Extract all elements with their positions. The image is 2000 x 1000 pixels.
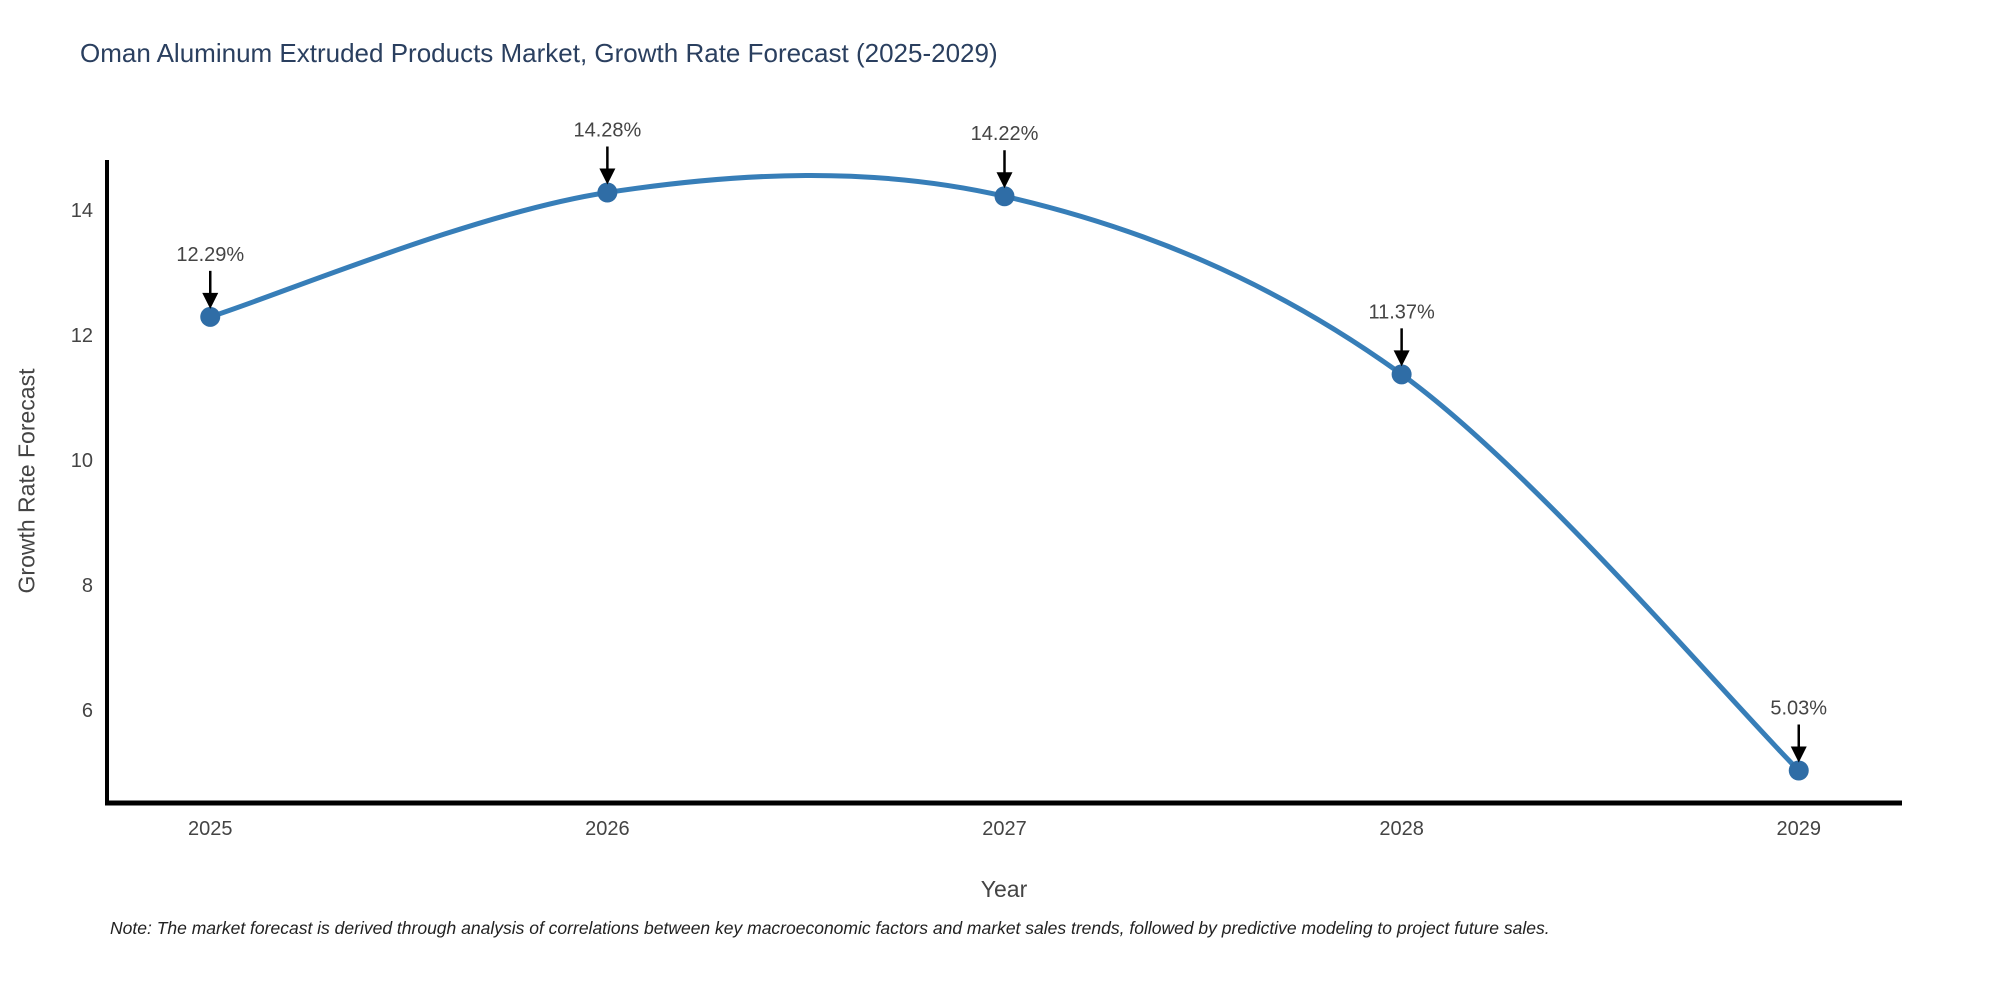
data-point-2027[interactable] bbox=[994, 186, 1015, 207]
data-point-2028[interactable] bbox=[1391, 364, 1412, 385]
annotation-arrow-head bbox=[996, 172, 1013, 189]
data-point-2026[interactable] bbox=[597, 182, 618, 203]
forecast-line bbox=[209, 172, 1801, 773]
x-tick-label: 2028 bbox=[1379, 818, 1424, 840]
chart-title: Oman Aluminum Extruded Products Market, … bbox=[80, 38, 998, 68]
annotation-label: 14.28% bbox=[573, 119, 641, 141]
x-tick-label: 2029 bbox=[1776, 818, 1821, 840]
data-point-2025[interactable] bbox=[200, 306, 221, 327]
annotation-label: 11.37% bbox=[1368, 301, 1435, 323]
annotation-arrow-head bbox=[599, 168, 616, 185]
annotation-label: 12.29% bbox=[176, 244, 244, 266]
annotation-arrow-head bbox=[1393, 350, 1410, 367]
y-tick-label: 10 bbox=[71, 450, 93, 472]
y-tick-label: 8 bbox=[82, 575, 93, 597]
data-point-2029[interactable] bbox=[1788, 760, 1809, 781]
y-tick-label: 14 bbox=[71, 200, 93, 222]
y-tick-label: 6 bbox=[82, 700, 93, 722]
annotation-arrow-head bbox=[202, 292, 219, 309]
annotation-label: 5.03% bbox=[1770, 698, 1827, 720]
x-tick-label: 2025 bbox=[188, 818, 233, 840]
x-tick-label: 2026 bbox=[585, 818, 630, 840]
annotation-arrow-head bbox=[1790, 746, 1807, 763]
x-axis-title: Year bbox=[980, 876, 1028, 902]
annotation-label: 14.22% bbox=[971, 123, 1039, 145]
footnote: Note: The market forecast is derived thr… bbox=[110, 918, 1550, 938]
y-tick-label: 12 bbox=[71, 325, 93, 347]
x-tick-label: 2027 bbox=[982, 818, 1027, 840]
y-axis-title: Growth Rate Forecast bbox=[13, 368, 40, 594]
